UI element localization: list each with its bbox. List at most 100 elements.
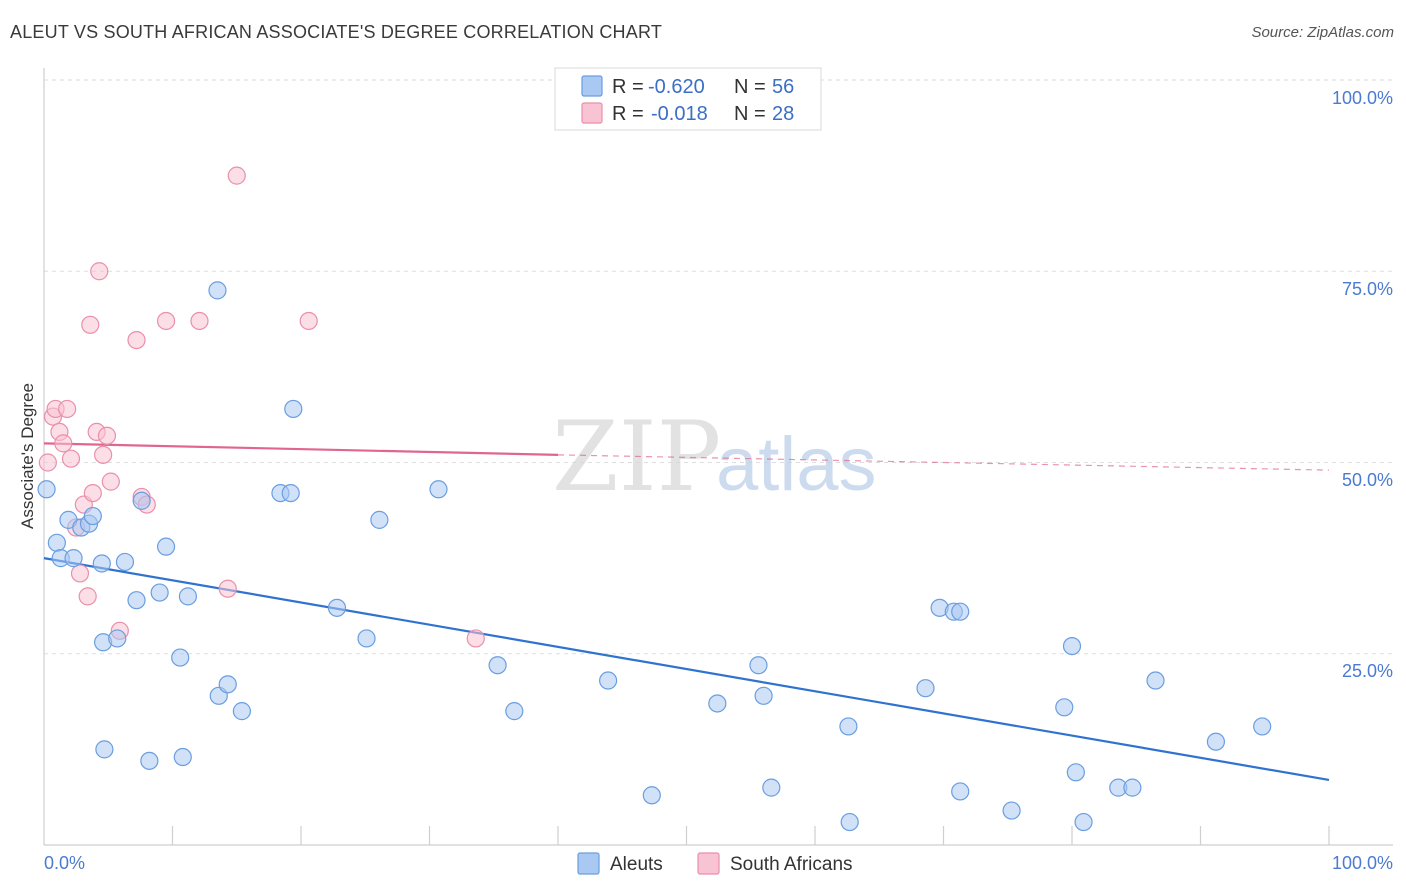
aleut-point (754, 686, 773, 705)
trend-line-south-africans (43, 442, 559, 456)
south-african-point (227, 166, 246, 185)
south-african-point (299, 311, 318, 331)
chart-title: ALEUT VS SOUTH AFRICAN ASSOCIATE'S DEGRE… (10, 22, 663, 42)
aleut-point (1206, 732, 1226, 751)
aleut-point (218, 675, 237, 694)
legend-swatch-south-africans (581, 102, 603, 124)
aleut-point (127, 591, 146, 610)
aleut-point (108, 629, 127, 648)
aleut-point (156, 537, 176, 556)
y-axis-label: Associate's Degree (18, 383, 37, 529)
aleut-point (1123, 778, 1142, 797)
aleut-point (505, 702, 524, 721)
legend-r-label-south-africans: R = (612, 103, 644, 125)
aleut-point (1146, 671, 1165, 690)
legend-r-value-south-africans: -0.018 (651, 103, 708, 125)
aleut-point (370, 510, 389, 529)
south-african-point (61, 449, 81, 468)
aleut-point (1055, 698, 1074, 717)
south-african-point (156, 311, 176, 331)
south-african-point (101, 472, 120, 491)
aleut-point (749, 656, 768, 675)
aleut-point (642, 786, 661, 805)
x-tick-label-100: 100.0% (1332, 853, 1393, 873)
bottom-legend-swatch-aleuts (577, 852, 600, 875)
south-african-point (466, 629, 485, 648)
aleut-point (1062, 636, 1082, 656)
legend-r-label-aleuts: R = (612, 76, 644, 98)
aleut-point (839, 717, 858, 736)
south-african-point (58, 399, 77, 419)
aleut-point (232, 702, 251, 721)
bottom-legend-swatch-south-africans (697, 852, 720, 875)
aleut-point (150, 583, 169, 602)
aleut-point (1253, 717, 1272, 736)
south-african-point (90, 262, 109, 281)
aleut-point (284, 399, 303, 419)
legend-n-label-south-africans: N = (734, 103, 766, 125)
legend-n-label-aleuts: N = (734, 76, 766, 98)
y-tick-label-75: 75.0% (1342, 279, 1393, 299)
aleut-point (140, 751, 159, 770)
aleut-point (488, 656, 507, 675)
aleut-point (762, 778, 781, 797)
aleut-point (208, 281, 227, 300)
aleut-point (83, 506, 102, 526)
south-african-point (94, 445, 113, 464)
trend-line-aleuts (43, 557, 1330, 782)
bottom-legend-label-south-africans: South Africans (730, 854, 853, 875)
legend-swatch-aleuts (581, 75, 603, 97)
trend-lines (43, 442, 1330, 782)
aleut-point (429, 480, 448, 499)
south-african-point (81, 315, 100, 334)
aleut-point (47, 533, 66, 552)
aleut-point (173, 747, 192, 767)
y-tick-label-100: 100.0% (1332, 88, 1393, 108)
aleut-point (1066, 763, 1085, 782)
x-ticks (171, 826, 1330, 845)
aleut-point (171, 648, 190, 667)
legend-n-value-aleuts: 56 (772, 76, 794, 98)
aleut-point (951, 782, 970, 801)
legend: R = -0.620 N = 56 R = -0.018 N = 28 (554, 67, 822, 131)
aleut-point (599, 671, 618, 690)
y-tick-label-50: 50.0% (1342, 470, 1393, 490)
aleut-point (64, 549, 83, 568)
aleut-point (132, 491, 151, 510)
south-african-point (127, 331, 146, 350)
trend-line-extension-south-africans (557, 454, 1330, 471)
aleut-point (1002, 801, 1021, 820)
aleut-point (357, 629, 376, 648)
aleut-point (178, 587, 198, 606)
south-african-point (38, 453, 57, 472)
grid (44, 79, 1393, 655)
south-african-point (218, 579, 237, 598)
bottom-legend-label-aleuts: Aleuts (610, 854, 663, 875)
south-african-point (78, 587, 97, 606)
watermark-atlas: atlas (716, 422, 877, 507)
data-points (37, 166, 1272, 832)
x-tick-label-0: 0.0% (44, 853, 85, 873)
south-african-point (97, 426, 117, 445)
aleut-point (327, 598, 347, 617)
aleut-point (115, 552, 135, 572)
south-african-point (83, 484, 102, 503)
source-label: Source: ZipAtlas.com (1251, 24, 1394, 41)
aleut-point (37, 480, 56, 499)
legend-n-value-south-africans: 28 (772, 103, 794, 125)
south-african-point (54, 434, 73, 453)
legend-r-value-aleuts: -0.620 (648, 76, 705, 98)
aleut-point (281, 484, 300, 503)
aleut-point (708, 694, 727, 713)
y-tick-label-25: 25.0% (1342, 661, 1393, 681)
aleut-point (840, 812, 859, 832)
aleut-point (916, 679, 935, 698)
aleut-point (95, 740, 114, 759)
aleut-point (1074, 812, 1093, 832)
aleut-point (951, 602, 970, 621)
bottom-legend: Aleuts South Africans (577, 852, 853, 875)
south-african-point (70, 564, 90, 583)
aleut-point (92, 554, 111, 573)
south-african-point (190, 311, 209, 331)
